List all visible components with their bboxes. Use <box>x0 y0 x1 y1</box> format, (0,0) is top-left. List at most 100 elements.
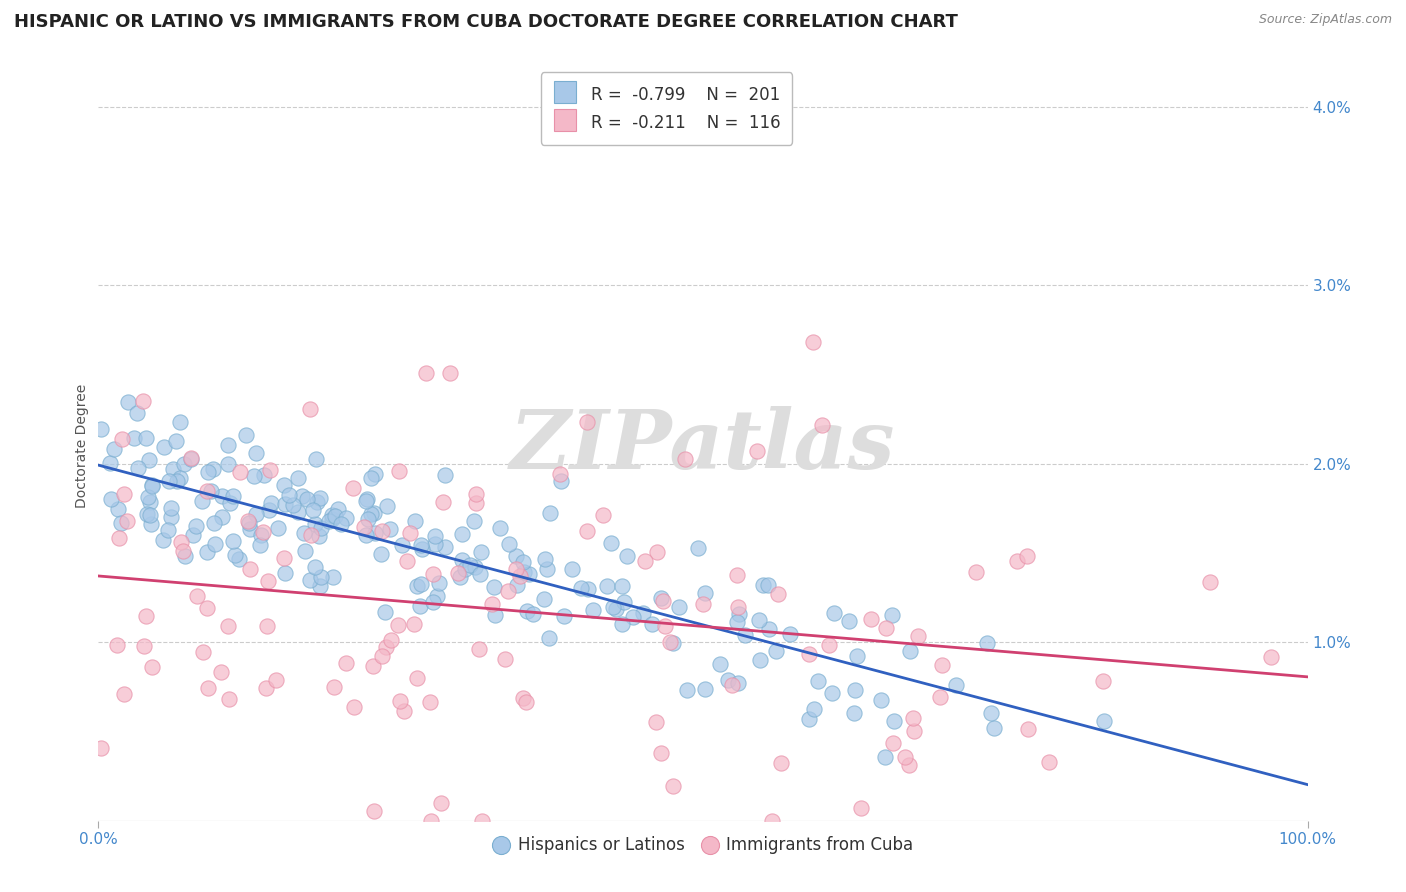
Point <box>323 508 346 523</box>
Point <box>903 724 925 739</box>
Point <box>709 657 731 672</box>
Point <box>318 514 340 528</box>
Point <box>823 606 845 620</box>
Point <box>363 506 385 520</box>
Point <box>1005 554 1028 568</box>
Point <box>976 635 998 649</box>
Point <box>287 471 309 485</box>
Point <box>496 584 519 599</box>
Point <box>470 544 492 558</box>
Point <box>720 678 742 692</box>
Point <box>803 702 825 716</box>
Point <box>488 521 510 535</box>
Point <box>191 494 214 508</box>
Point <box>1199 575 1222 590</box>
Point <box>894 750 917 764</box>
Point <box>844 683 866 698</box>
Point <box>517 567 540 582</box>
Point <box>364 526 387 541</box>
Point <box>610 578 633 592</box>
Point <box>647 544 669 558</box>
Point <box>550 467 572 481</box>
Point <box>307 495 329 509</box>
Point <box>302 503 325 517</box>
Point <box>512 566 534 580</box>
Point <box>169 416 191 430</box>
Point <box>464 559 486 574</box>
Point <box>378 522 401 536</box>
Point <box>107 501 129 516</box>
Point <box>799 712 821 726</box>
Point <box>124 432 146 446</box>
Point <box>254 681 277 695</box>
Point <box>380 633 402 648</box>
Point <box>451 552 474 566</box>
Point <box>471 814 494 828</box>
Point <box>239 562 262 576</box>
Point <box>354 494 377 508</box>
Point <box>569 581 592 595</box>
Point <box>343 700 366 714</box>
Point <box>451 527 474 541</box>
Point <box>533 592 555 607</box>
Point <box>139 495 162 509</box>
Point <box>217 438 239 452</box>
Text: Source: ZipAtlas.com: Source: ZipAtlas.com <box>1258 13 1392 27</box>
Point <box>304 560 326 574</box>
Point <box>468 642 491 657</box>
Point <box>522 607 544 621</box>
Point <box>1091 674 1114 689</box>
Point <box>287 505 309 519</box>
Point <box>335 656 357 670</box>
Point <box>673 451 696 466</box>
Point <box>734 628 756 642</box>
Point <box>159 500 181 515</box>
Point <box>259 463 281 477</box>
Point <box>464 487 486 501</box>
Point <box>1260 650 1282 665</box>
Point <box>550 474 572 488</box>
Point <box>576 415 599 429</box>
Point <box>169 471 191 485</box>
Point <box>294 544 316 558</box>
Point <box>616 549 638 564</box>
Point <box>136 507 159 521</box>
Point <box>90 741 112 756</box>
Point <box>195 484 218 499</box>
Point <box>758 622 780 636</box>
Point <box>273 551 295 566</box>
Point <box>138 452 160 467</box>
Point <box>193 644 215 658</box>
Point <box>363 805 385 819</box>
Point <box>180 452 202 467</box>
Point <box>537 631 560 645</box>
Point <box>494 652 516 666</box>
Point <box>335 511 357 525</box>
Point <box>727 599 749 614</box>
Point <box>728 607 751 621</box>
Point <box>356 491 378 506</box>
Point <box>217 457 239 471</box>
Point <box>360 507 382 521</box>
Point <box>423 537 446 551</box>
Point <box>766 587 789 601</box>
Point <box>515 695 537 709</box>
Y-axis label: Doctorate Degree: Doctorate Degree <box>76 384 90 508</box>
Point <box>406 671 429 685</box>
Point <box>103 442 125 456</box>
Point <box>388 694 411 708</box>
Point <box>807 673 830 688</box>
Point <box>295 492 318 507</box>
Point <box>512 556 534 570</box>
Point <box>965 566 987 580</box>
Point <box>600 535 623 549</box>
Point <box>516 604 538 618</box>
Point <box>553 608 575 623</box>
Point <box>404 616 426 631</box>
Point <box>846 649 869 664</box>
Point <box>257 574 280 588</box>
Text: HISPANIC OR LATINO VS IMMIGRANTS FROM CUBA DOCTORATE DEGREE CORRELATION CHART: HISPANIC OR LATINO VS IMMIGRANTS FROM CU… <box>14 13 957 31</box>
Point <box>204 537 226 551</box>
Point <box>152 440 174 454</box>
Point <box>135 609 157 624</box>
